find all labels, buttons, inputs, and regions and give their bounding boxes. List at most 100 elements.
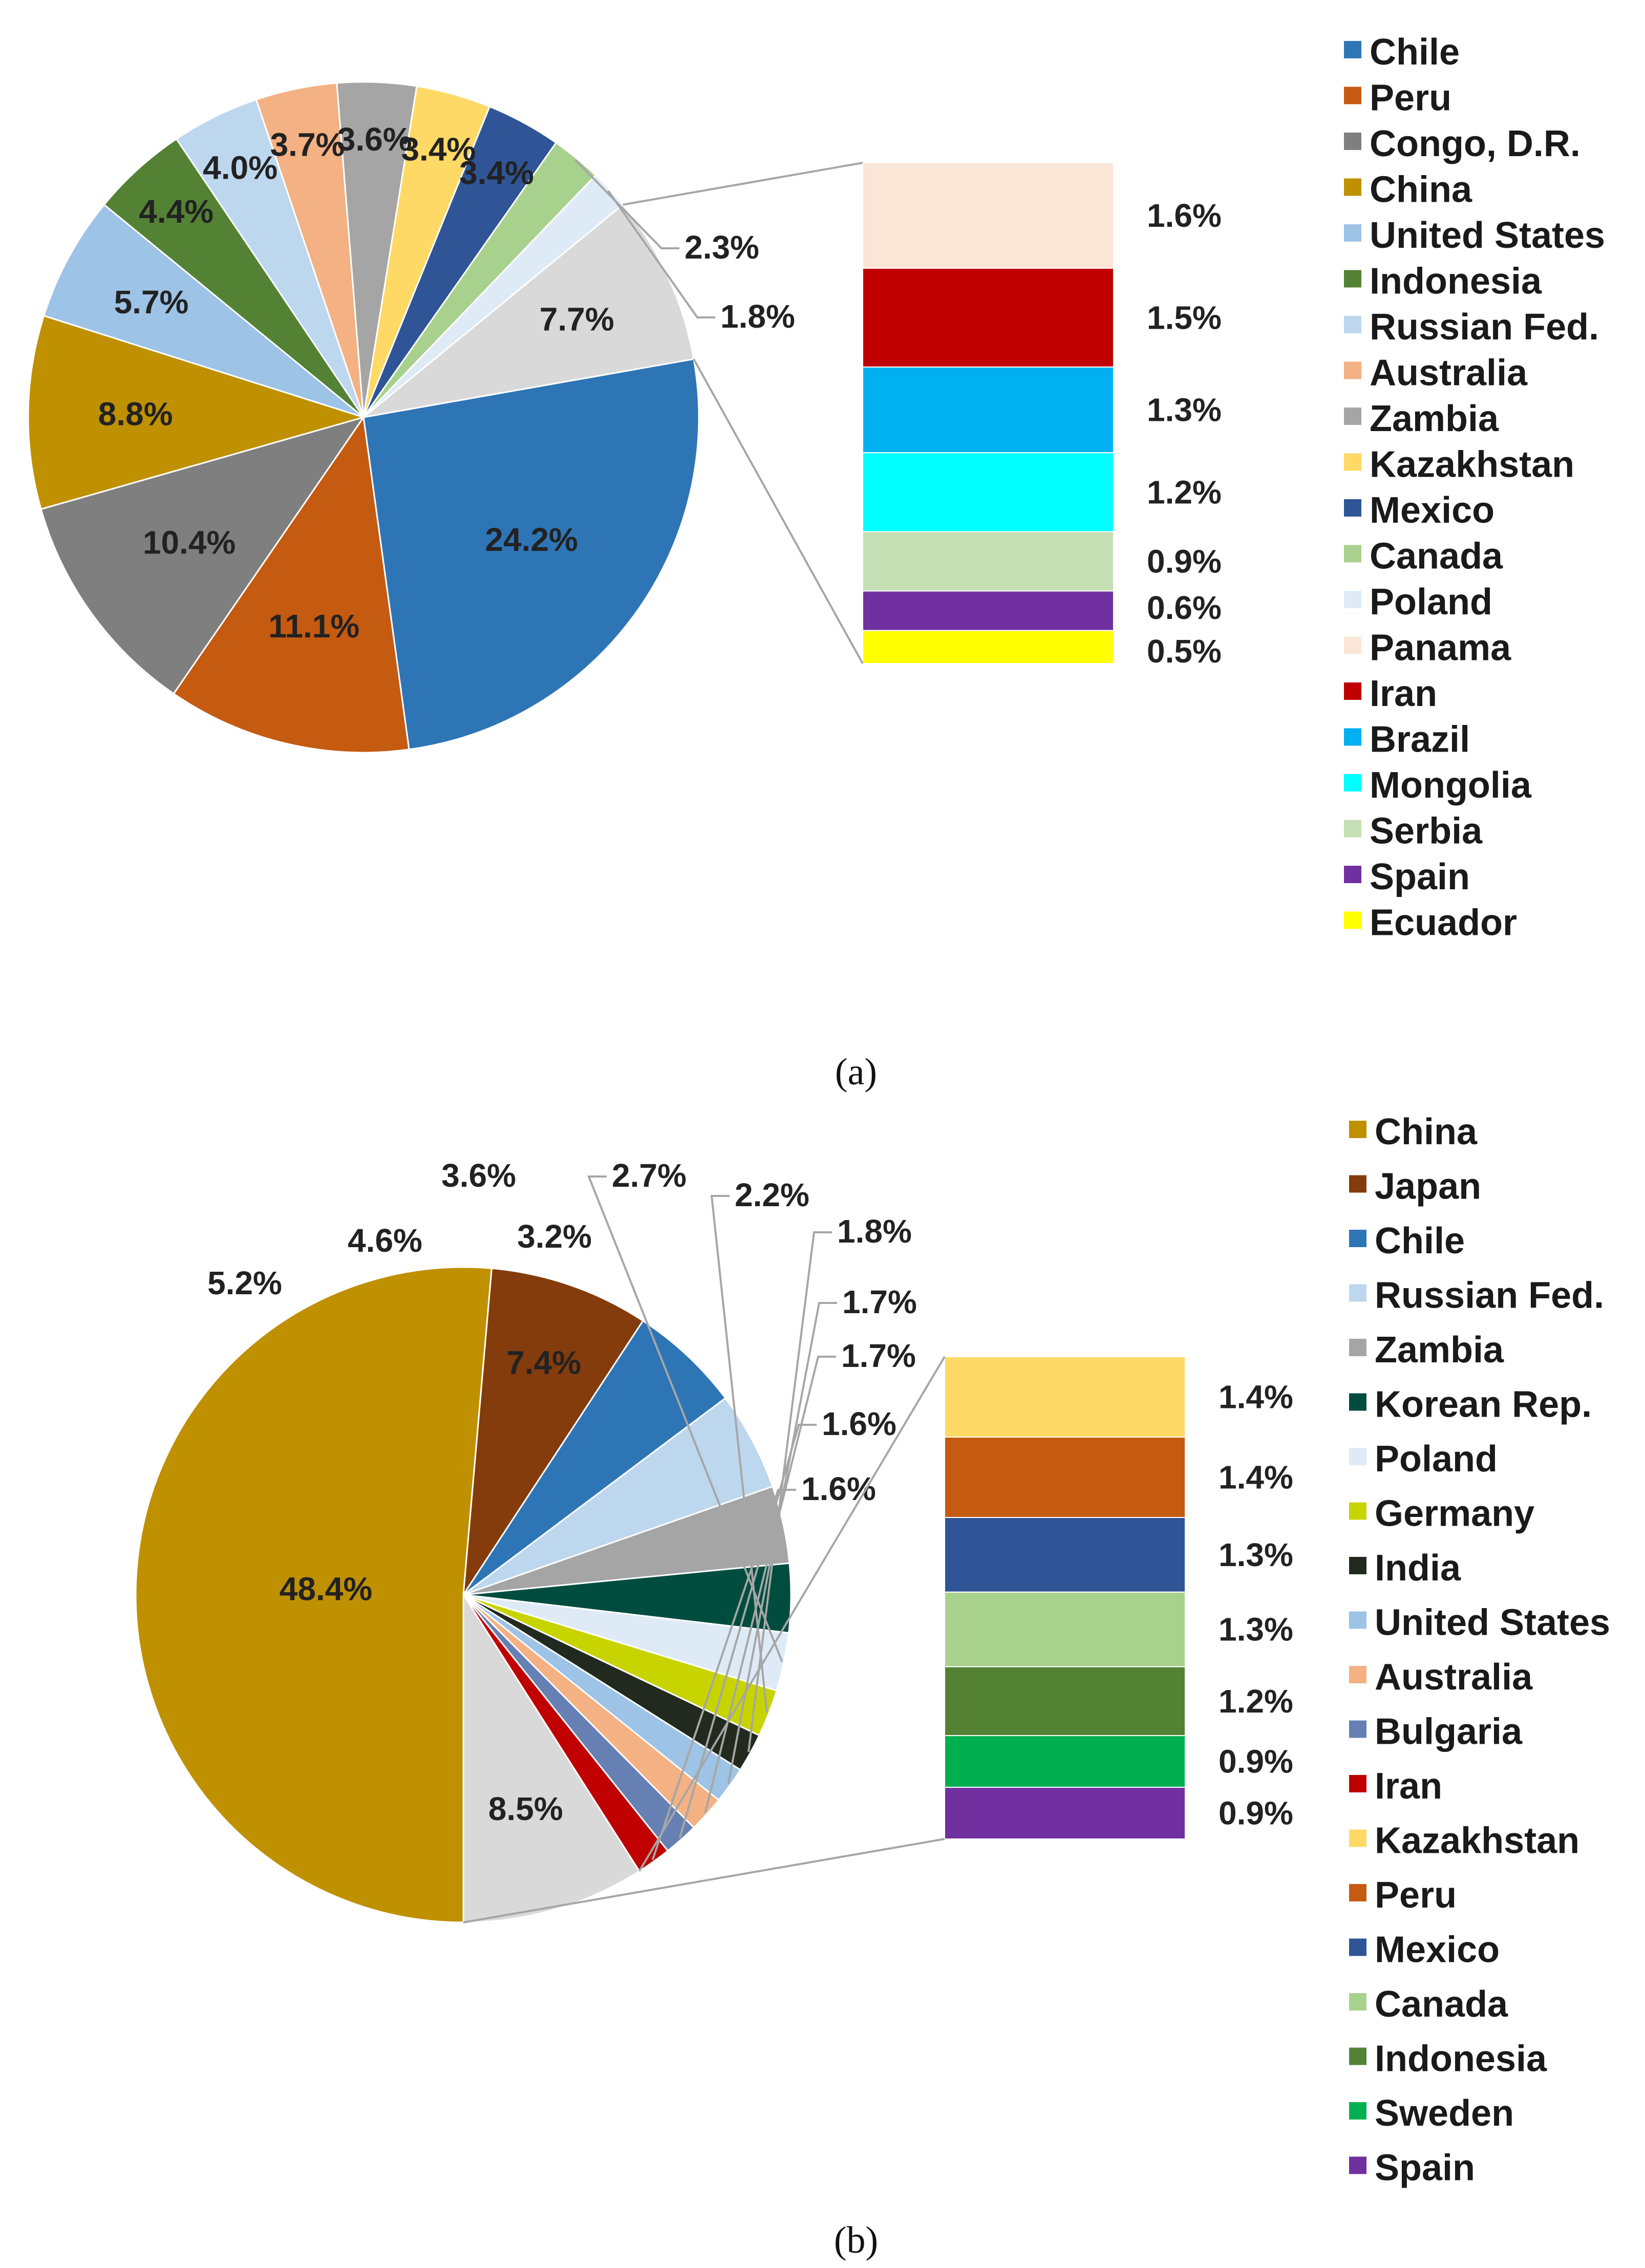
breakout-label: 1.3% <box>1219 1611 1293 1648</box>
pie-slice-indonesia <box>103 138 365 418</box>
slice-label: 1.8% <box>720 298 795 335</box>
legend-swatch-zambia <box>1349 1339 1366 1356</box>
breakout-label: 0.9% <box>1147 543 1222 580</box>
legend-swatch-australia <box>1349 1666 1366 1683</box>
breakout-segment-kazakhstan <box>944 1356 1186 1438</box>
slice-label: 2.3% <box>685 229 759 266</box>
legend-label-russian-fed: Russian Fed. <box>1370 307 1599 348</box>
slice-label: 1.7% <box>842 1283 917 1320</box>
breakout-segment-mongolia <box>862 452 1114 532</box>
pie-slice-chile <box>362 358 700 751</box>
slice-label: 11.1% <box>268 608 359 645</box>
legend-swatch-peru <box>1344 87 1361 104</box>
legend-label-kazakhstan: Kazakhstan <box>1375 1821 1579 1862</box>
leader-line <box>587 1175 783 1662</box>
leader-line <box>727 1302 837 1785</box>
legend-swatch-bulgaria <box>1349 1720 1366 1738</box>
legend-label-brazil: Brazil <box>1370 719 1470 760</box>
legend-label-peru: Peru <box>1375 1875 1457 1916</box>
legend-swatch-mexico <box>1349 1938 1366 1956</box>
legend-label-ecuador: Ecuador <box>1370 903 1517 944</box>
legend-swatch-sweden <box>1349 2102 1366 2120</box>
legend-label-mexico: Mexico <box>1370 490 1494 531</box>
slice-label: 3.7% <box>270 126 345 163</box>
leader-line <box>678 1424 817 1838</box>
breakout-label: 1.4% <box>1219 1459 1293 1496</box>
slice-label: 8.8% <box>98 395 173 432</box>
breakout-connector <box>463 1838 945 1923</box>
leader-line <box>710 1195 768 1713</box>
legend-swatch-mongolia <box>1344 774 1361 791</box>
breakout-label: 0.9% <box>1219 1795 1293 1832</box>
breakout-segment-canada <box>944 1591 1186 1667</box>
legend-label-zambia: Zambia <box>1375 1330 1504 1371</box>
breakout-segment-indonesia <box>944 1666 1186 1737</box>
legend-label-spain: Spain <box>1375 2148 1475 2189</box>
legend-swatch-zambia <box>1344 408 1361 425</box>
slice-label: 3.2% <box>517 1218 592 1255</box>
breakout-connector <box>623 162 863 206</box>
slice-label: 2.7% <box>612 1157 687 1194</box>
legend-swatch-canada <box>1344 545 1361 563</box>
legend-label-serbia: Serbia <box>1370 811 1483 852</box>
legend-swatch-iran <box>1349 1775 1366 1792</box>
slice-label: 24.2% <box>485 521 578 558</box>
breakout-label: 1.2% <box>1219 1683 1293 1720</box>
legend-label-iran: Iran <box>1375 1766 1442 1807</box>
legend-swatch-panama <box>1344 636 1361 654</box>
legend-swatch-brazil <box>1344 728 1361 746</box>
legend-swatch-ecuador <box>1344 911 1361 929</box>
legend-label-united-states: United States <box>1375 1602 1610 1643</box>
pie-slice-china <box>135 1266 493 1923</box>
slice-label: 7.4% <box>506 1344 581 1381</box>
legend-swatch-japan <box>1349 1175 1366 1193</box>
legend-swatch-canada <box>1349 1993 1366 2010</box>
legend-swatch-spain <box>1349 2156 1366 2174</box>
legend-label-canada: Canada <box>1370 536 1503 577</box>
legend-swatch-spain <box>1344 866 1361 883</box>
legend-label-australia: Australia <box>1370 353 1528 394</box>
legend-label-congo-d-r: Congo, D.R. <box>1370 123 1580 164</box>
breakout-connector <box>638 1356 946 1872</box>
pie-slice-united-states <box>42 203 364 418</box>
breakout-segment-peru <box>944 1437 1186 1518</box>
leader-line <box>704 1356 836 1813</box>
legend-label-poland: Poland <box>1375 1439 1498 1480</box>
legend-label-indonesia: Indonesia <box>1375 2039 1547 2080</box>
breakout-connector <box>693 358 864 664</box>
breakout-label: 1.2% <box>1147 474 1222 510</box>
slice-label: 3.4% <box>459 155 534 191</box>
slice-label: 3.4% <box>401 131 476 167</box>
slice-label: 10.4% <box>143 524 236 561</box>
legend-swatch-kazakhstan <box>1349 1829 1366 1847</box>
breakout-segment-iran <box>862 267 1114 368</box>
breakout-label: 1.6% <box>1147 197 1222 234</box>
legend-label-germany: Germany <box>1375 1493 1534 1534</box>
breakout-segment-mexico <box>944 1517 1186 1593</box>
slice-label: 4.0% <box>203 149 277 186</box>
slice-label: 3.6% <box>337 121 412 158</box>
pie-panel-a: 24.2%11.1%10.4%8.8%5.7%4.4%4.0%3.7%3.6%3… <box>27 32 1605 944</box>
pie-slice-others <box>462 1592 640 1923</box>
legend-label-mexico: Mexico <box>1375 1930 1500 1971</box>
legend-label-zambia: Zambia <box>1370 398 1499 439</box>
legend-swatch-peru <box>1349 1884 1366 1901</box>
breakout-segment-serbia <box>862 531 1114 592</box>
legend-swatch-mexico <box>1344 499 1361 517</box>
legend-swatch-serbia <box>1344 820 1361 838</box>
legend-swatch-australia <box>1344 361 1361 379</box>
breakout-label: 0.5% <box>1147 633 1222 670</box>
legend-swatch-iran <box>1344 682 1361 700</box>
legend-label-peru: Peru <box>1370 78 1451 119</box>
legend-swatch-poland <box>1349 1448 1366 1465</box>
legend-label-chile: Chile <box>1375 1221 1465 1261</box>
breakout-segment-panama <box>862 162 1114 269</box>
legend-swatch-poland <box>1344 591 1361 608</box>
legend-swatch-china <box>1349 1121 1366 1138</box>
legend-label-india: India <box>1375 1548 1461 1589</box>
breakout-label: 0.6% <box>1147 589 1222 626</box>
pie-slice-china <box>27 314 367 510</box>
slice-label: 1.6% <box>801 1470 876 1507</box>
slice-label: 48.4% <box>280 1570 372 1607</box>
